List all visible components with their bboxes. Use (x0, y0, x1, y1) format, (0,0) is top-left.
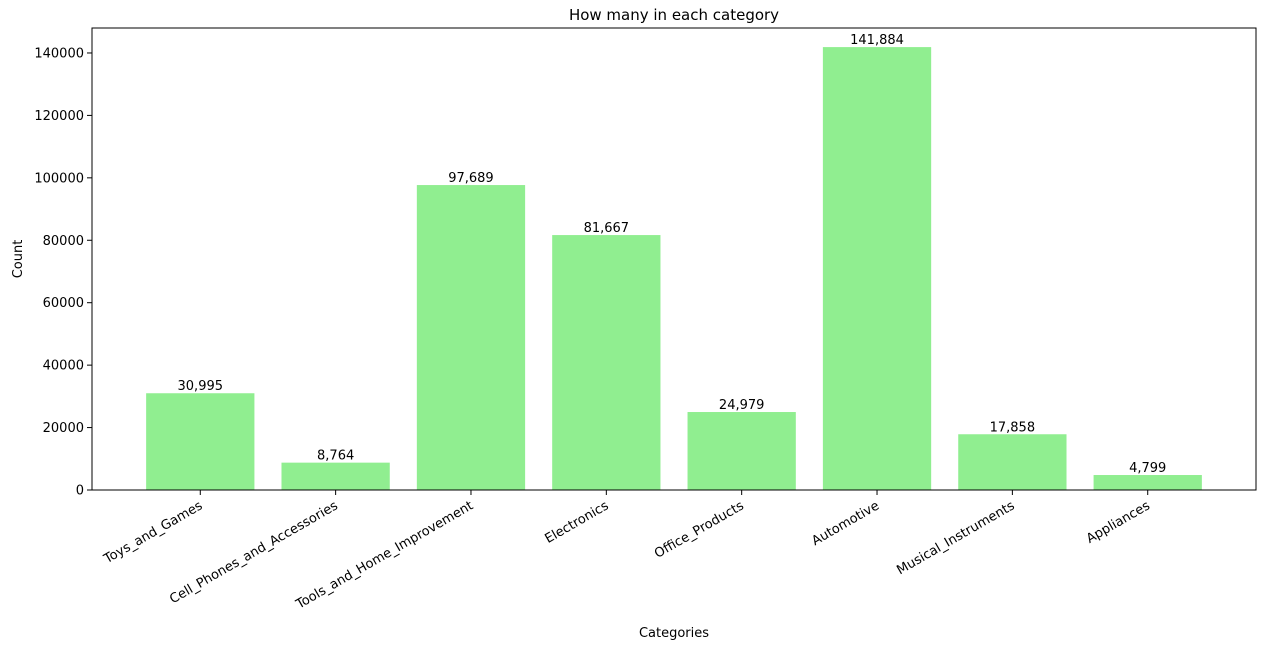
bar (822, 47, 932, 491)
bar-value-label: 17,858 (990, 420, 1036, 435)
y-tick-label: 20000 (43, 421, 84, 436)
bar-value-label: 97,689 (448, 171, 494, 186)
bar (687, 412, 796, 490)
y-axis-label: Count (11, 240, 26, 279)
y-tick-label: 40000 (43, 359, 84, 374)
x-tick-label: Office_Products (652, 498, 747, 561)
bar (281, 462, 390, 490)
bar (958, 434, 1067, 490)
x-tick-label: Appliances (1084, 498, 1153, 546)
bar (1093, 475, 1202, 490)
x-tick-label: Toys_and_Games (101, 498, 206, 567)
x-tick-label: Musical_Instruments (894, 498, 1017, 578)
y-tick-label: 100000 (34, 171, 84, 186)
bar-value-label: 81,667 (584, 221, 630, 236)
bar-value-label: 8,764 (317, 449, 354, 464)
y-tick-label: 120000 (34, 109, 84, 124)
y-tick-label: 0 (76, 484, 84, 499)
plot-area: 30,995Toys_and_Games8,764Cell_Phones_and… (34, 27, 1257, 613)
chart-title: How many in each category (569, 6, 779, 24)
bar-value-label: 30,995 (178, 379, 224, 394)
x-axis-label: Categories (639, 626, 709, 641)
y-tick-label: 80000 (43, 234, 84, 249)
x-tick-label: Automotive (809, 498, 882, 549)
y-tick-label: 60000 (43, 296, 84, 311)
x-tick-label: Electronics (542, 498, 611, 547)
bar-value-label: 4,799 (1129, 461, 1166, 476)
bar (146, 393, 255, 490)
plot-frame (91, 27, 1257, 491)
bar (552, 235, 661, 490)
bar (416, 185, 526, 490)
y-tick-label: 140000 (34, 46, 84, 61)
bar-value-label: 141,884 (850, 33, 904, 48)
bar-value-label: 24,979 (719, 398, 765, 413)
